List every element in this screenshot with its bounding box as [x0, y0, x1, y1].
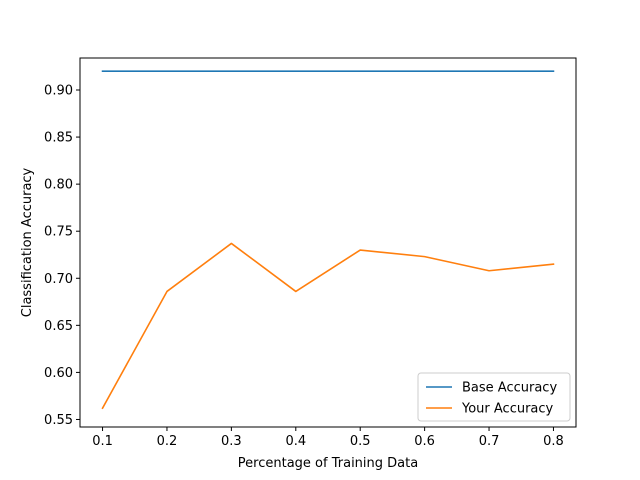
x-tick-label: 0.3 — [221, 434, 242, 449]
legend: Base Accuracy Your Accuracy — [417, 372, 571, 422]
legend-box — [417, 372, 571, 422]
y-tick-label: 0.70 — [44, 272, 73, 287]
x-axis: 0.1 0.2 0.3 0.4 0.5 0.6 0.7 0.8 — [92, 427, 564, 449]
y-tick-label: 0.75 — [44, 225, 73, 240]
series-layer — [101, 70, 555, 410]
x-tick-label: 0.1 — [92, 434, 113, 449]
legend-label-0: Base Accuracy — [462, 381, 557, 396]
x-tick-label: 0.8 — [543, 434, 564, 449]
x-tick-label: 0.6 — [414, 434, 435, 449]
x-tick-label: 0.2 — [157, 434, 178, 449]
series-line-1 — [101, 242, 555, 410]
x-axis-label: Percentage of Training Data — [238, 456, 418, 471]
x-tick-label: 0.7 — [479, 434, 500, 449]
y-tick-label: 0.90 — [44, 84, 73, 99]
x-tick-label: 0.5 — [350, 434, 371, 449]
y-tick-label: 0.80 — [44, 178, 73, 193]
x-tick-label: 0.4 — [285, 434, 306, 449]
y-tick-label: 0.65 — [44, 319, 73, 334]
y-tick-label: 0.85 — [44, 131, 73, 146]
y-axis-label: Classification Accuracy — [20, 167, 35, 317]
y-tick-label: 0.60 — [44, 366, 73, 381]
plot-frame — [79, 57, 577, 428]
legend-label-1: Your Accuracy — [461, 402, 554, 417]
y-tick-label: 0.55 — [44, 413, 73, 428]
y-axis: 0.55 0.60 0.65 0.70 0.75 0.80 0.85 0.90 — [44, 84, 80, 428]
